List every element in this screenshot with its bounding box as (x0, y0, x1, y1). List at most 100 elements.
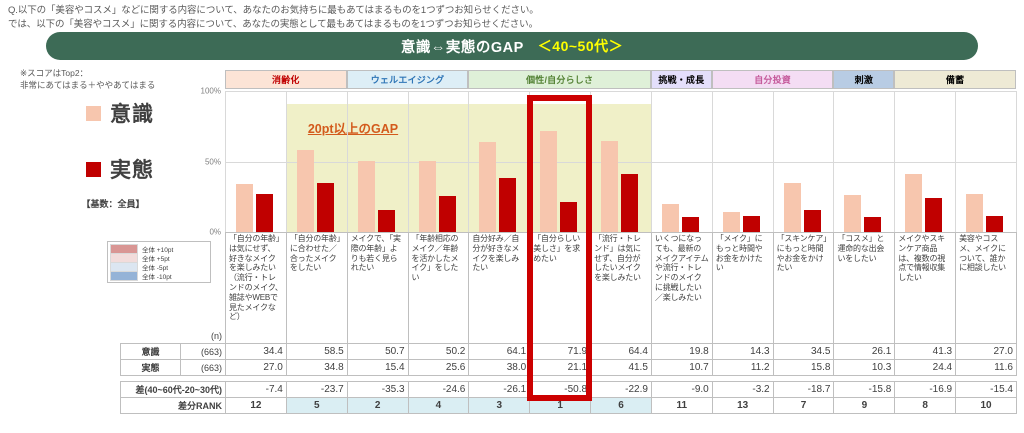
bar-ishiki (296, 149, 314, 232)
y-axis-tick-label: 0% (209, 227, 221, 237)
value-cell-diff: -35.3 (346, 381, 409, 398)
color-scale-label: 全体 +5pt (142, 255, 170, 263)
column-separator (833, 91, 835, 232)
category-header: ウェルエイジング (346, 70, 469, 89)
question-text: Q.以下の「美容やコスメ」などに関する内容について、あなたのお気持ちに最もあては… (8, 4, 1008, 32)
column-separator (955, 91, 957, 232)
y-axis-tick-label: 100% (200, 86, 221, 96)
value-cell-jittai: 25.6 (407, 359, 470, 376)
bar-jittai (803, 209, 821, 232)
value-cell-rank: 1 (529, 397, 592, 414)
value-cell-rank: 7 (772, 397, 835, 414)
row-label-jittai: 実態 (120, 359, 181, 376)
column-separator (225, 91, 226, 232)
value-cell-jittai: 21.1 (529, 359, 592, 376)
value-cell-diff: -7.4 (225, 381, 287, 398)
bar-jittai (864, 217, 882, 232)
value-cell-rank: 6 (590, 397, 652, 414)
question-line-2: では、以下の「美容やコスメ」に関する内容について、あなたの実態として最もあてはま… (8, 19, 538, 30)
category-band: 消齢化 ウェルエイジング 個性/自分らしさ 挑戦・成長 自分投資 刺激 備蓄 (225, 70, 1016, 89)
color-scale-swatch-icon (110, 270, 138, 281)
color-scale-label: 全体 +10pt (142, 246, 174, 254)
banner-segment: ＜40~50代＞ (537, 38, 624, 54)
bar-jittai (621, 173, 639, 232)
bar-jittai (256, 193, 273, 232)
legend-swatch-icon (86, 105, 101, 121)
item-label-cell: 自分好み／自分が好きなメイクを楽しみたい (468, 232, 531, 344)
bar-ishiki (661, 204, 679, 232)
legend-swatch-icon (86, 161, 101, 177)
color-scale-label: 全体 -5pt (142, 264, 169, 272)
bar-ishiki (844, 195, 862, 232)
basis-note: 【基数：全員】 (81, 199, 145, 209)
bar-jittai (925, 197, 943, 232)
bar-group (712, 91, 773, 232)
value-cell-rank: 10 (955, 397, 1017, 414)
value-cell-diff: -3.2 (711, 381, 774, 398)
column-separator (772, 91, 774, 232)
column-separator (894, 91, 896, 232)
data-table: (n) 「自分の年齢」は気にせず、好きなメイクを楽しみたい（流行・トレンドのメイク… (120, 232, 1017, 414)
item-label-cell: 「年齢相応のメイク／年齢を活かしたメイク」をしたい (407, 232, 470, 344)
bar-ishiki (236, 183, 253, 232)
bar-ishiki (966, 193, 984, 232)
value-cell-ishiki: 64.1 (468, 343, 531, 360)
n-header-label: (n) (211, 331, 222, 341)
legend-label: 意識 (110, 103, 154, 126)
y-axis-tick-label: 50% (204, 157, 221, 166)
category-header: 自分投資 (711, 70, 834, 89)
item-label-cell: 「スキンケア」にもっと時間やお金をかけたい (772, 232, 835, 344)
bar-jittai (681, 216, 699, 232)
value-cell-ishiki: 34.4 (225, 343, 287, 360)
value-cell-jittai: 27.0 (225, 359, 287, 376)
spacer-cell (121, 233, 181, 344)
bar-ishiki (722, 211, 740, 232)
bar-group (773, 91, 834, 232)
bar-group (651, 91, 712, 232)
bar-group (590, 91, 651, 232)
row-n-ishiki: (663) (180, 343, 226, 360)
value-cell-diff: -23.7 (285, 381, 348, 398)
value-cell-rank: 12 (225, 397, 287, 414)
row-n-jittai: (663) (180, 359, 226, 376)
title-banner: 意識⇔実態のGAP ＜40~50代＞ (46, 32, 978, 60)
bar-group (225, 91, 286, 232)
value-cell-rank: 13 (711, 397, 774, 414)
item-label-cell: 「自分の年齢」は気にせず、好きなメイクを楽しみたい（流行・トレンドのメイク、雑誌… (225, 232, 287, 344)
bar-ishiki (783, 183, 801, 232)
bar-jittai (438, 195, 456, 232)
value-cell-jittai: 38.0 (468, 359, 531, 376)
bar-jittai (742, 216, 760, 232)
column-separator (1016, 91, 1017, 232)
bar-jittai (377, 210, 395, 232)
value-cell-ishiki: 50.2 (407, 343, 470, 360)
bar-group (833, 91, 894, 232)
category-header: 個性/自分らしさ (468, 70, 651, 89)
row-label-ishiki: 意識 (120, 343, 181, 360)
value-cell-ishiki: 27.0 (955, 343, 1017, 360)
category-header: 備蓄 (894, 70, 1016, 89)
table-row-ishiki: 意識 (663) 34.4 58.5 50.7 50.2 64.1 71.9 64.4 19.8 1… (120, 343, 1017, 360)
value-cell-ishiki: 41.3 (894, 343, 957, 360)
value-cell-rank: 9 (833, 397, 896, 414)
plot-area: 100% 50% 0% 20pt以上のGAP (201, 87, 1017, 237)
banner-title: 意識⇔実態のGAP (400, 39, 524, 56)
item-label-cell: メイクで、「実際の年齢」よりも若く見られたい (346, 232, 409, 344)
legend-item-ishiki: 意識 (86, 98, 226, 128)
value-cell-diff: -9.0 (650, 381, 713, 398)
value-cell-rank: 11 (650, 397, 713, 414)
bar-ishiki (479, 141, 497, 232)
bar-group (468, 91, 529, 232)
table-row-jittai: 実態 (663) 27.0 34.8 15.4 25.6 38.0 21.1 41.5 10.7 1… (120, 359, 1017, 376)
value-cell-jittai: 11.2 (711, 359, 774, 376)
table-row-rank: 差分RANK 12 5 2 4 3 1 6 11 13 7 9 8 10 (120, 397, 1017, 414)
value-cell-diff: -16.9 (894, 381, 957, 398)
value-cell-rank: 5 (285, 397, 348, 414)
value-cell-ishiki: 19.8 (650, 343, 713, 360)
category-header: 刺激 (833, 70, 895, 89)
value-cell-diff: -15.4 (955, 381, 1017, 398)
value-cell-rank: 3 (468, 397, 531, 414)
item-label-cell: いくつになっても、最新のメイクアイテムや流行・トレンドのメイクに挑戦したい／楽し… (650, 232, 713, 344)
value-cell-jittai: 10.3 (833, 359, 896, 376)
